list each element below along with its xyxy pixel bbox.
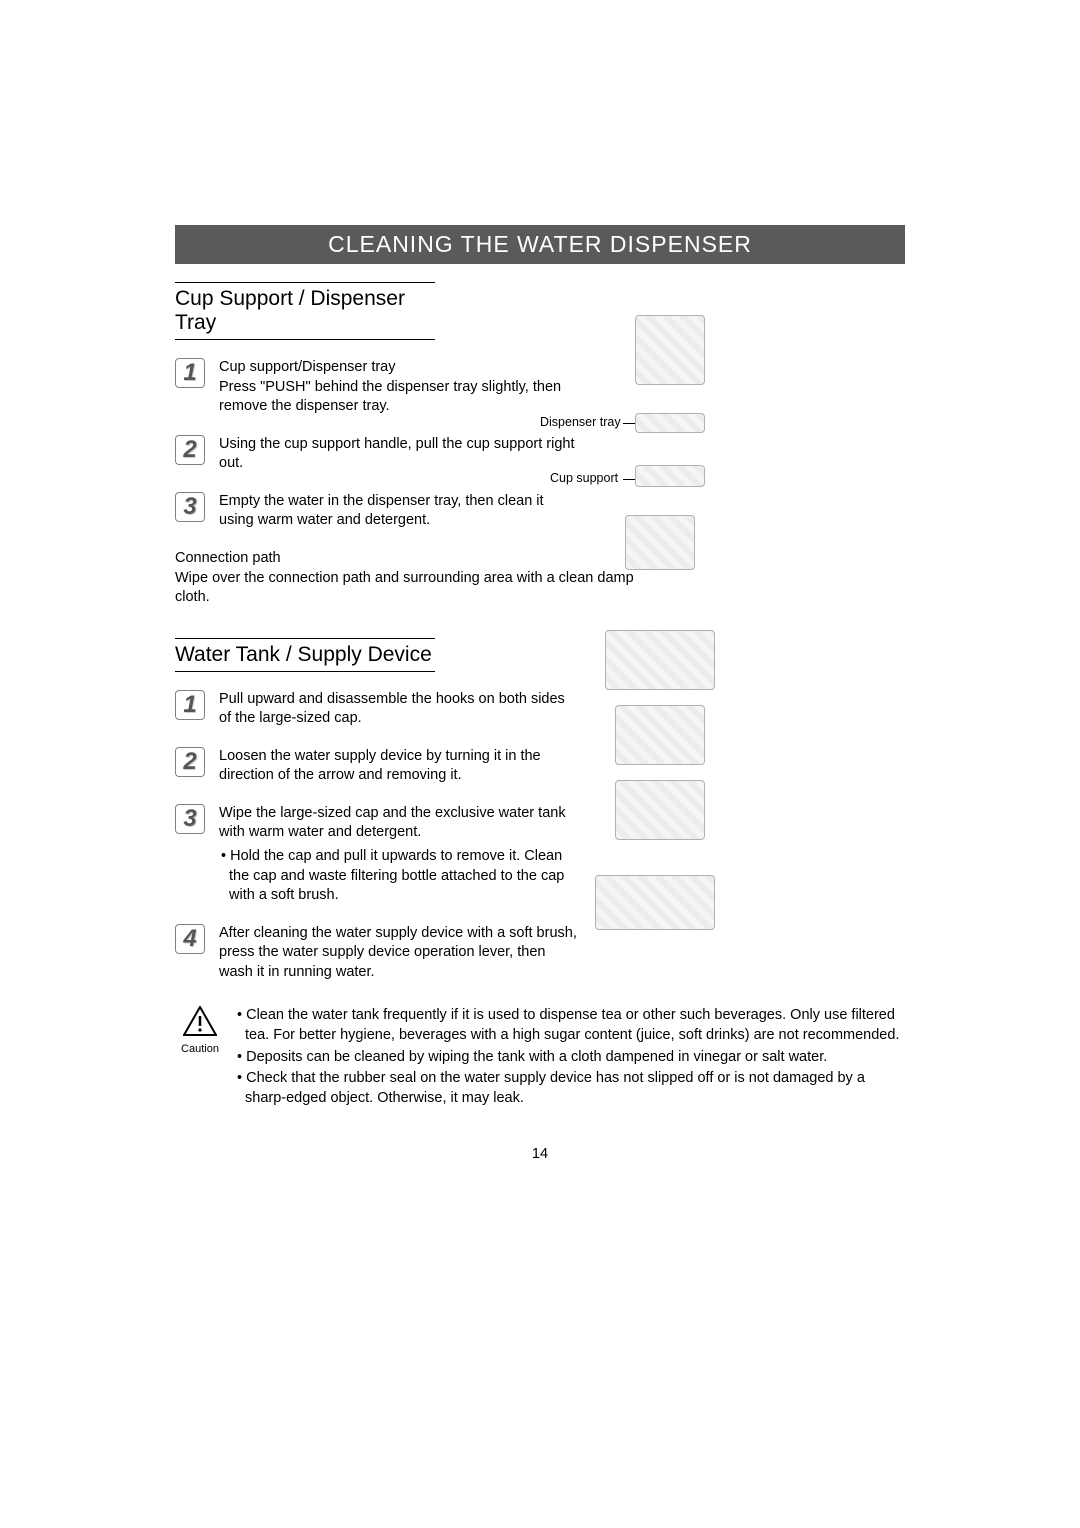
step-number: 1 <box>183 359 196 387</box>
step-number: 3 <box>183 493 196 521</box>
connection-lead: Connection path <box>175 549 655 569</box>
page-title: CLEANING THE WATER DISPENSER <box>175 225 905 264</box>
s1-step2: 2 Using the cup support handle, pull the… <box>175 435 905 474</box>
step-sub-bullet: • Hold the cap and pull it upwards to re… <box>219 847 579 906</box>
step-badge: 3 <box>175 804 205 834</box>
caution-bullet: • Deposits can be cleaned by wiping the … <box>235 1048 905 1068</box>
illus-loosen-device <box>615 705 705 765</box>
illus-cup-support <box>635 465 705 487</box>
s2-step3: 3 Wipe the large-sized cap and the exclu… <box>175 804 905 906</box>
step-body: Wipe the large-sized cap and the exclusi… <box>219 804 579 843</box>
illus-dispenser-tray <box>635 413 705 433</box>
section1-heading: Cup Support / Dispenser Tray <box>175 282 435 340</box>
s1-step1: 1 Cup support/Dispenser tray Press "PUSH… <box>175 358 905 417</box>
step-badge: 1 <box>175 690 205 720</box>
step-number: 3 <box>183 805 196 833</box>
page-number: 14 <box>175 1146 905 1162</box>
step-badge: 2 <box>175 747 205 777</box>
caution-block: Caution • Clean the water tank frequentl… <box>175 1006 905 1110</box>
step-body: Using the cup support handle, pull the c… <box>219 435 579 474</box>
step-badge: 4 <box>175 924 205 954</box>
step-number: 2 <box>183 436 196 464</box>
s2-step2: 2 Loosen the water supply device by turn… <box>175 747 905 786</box>
step-lead: Cup support/Dispenser tray <box>219 358 579 378</box>
connection-path-block: Connection path Wipe over the connection… <box>175 549 655 608</box>
caution-bullet: • Check that the rubber seal on the wate… <box>235 1069 905 1108</box>
illus-connection-path <box>625 515 695 570</box>
step-badge: 3 <box>175 492 205 522</box>
step-number: 4 <box>183 925 196 953</box>
step-number: 1 <box>183 691 196 719</box>
step-body: After cleaning the water supply device w… <box>219 924 579 983</box>
illus-tank-hooks <box>605 630 715 690</box>
s2-step1: 1 Pull upward and disassemble the hooks … <box>175 690 905 729</box>
illus-wash-device <box>595 875 715 930</box>
section2-heading: Water Tank / Supply Device <box>175 638 435 672</box>
step-badge: 2 <box>175 435 205 465</box>
step-number: 2 <box>183 748 196 776</box>
label-line <box>623 479 635 480</box>
s2-step4: 4 After cleaning the water supply device… <box>175 924 905 983</box>
caution-bullet: • Clean the water tank frequently if it … <box>235 1006 905 1045</box>
illus-wipe-cap <box>615 780 705 840</box>
step-body: Pull upward and disassemble the hooks on… <box>219 690 579 729</box>
caution-label: Caution <box>175 1043 225 1055</box>
step-badge: 1 <box>175 358 205 388</box>
connection-body: Wipe over the connection path and surrou… <box>175 569 655 608</box>
warning-icon <box>183 1006 217 1036</box>
step-body: Empty the water in the dispenser tray, t… <box>219 492 579 531</box>
illus-dispenser-front <box>635 315 705 385</box>
label-dispenser-tray: Dispenser tray <box>540 415 621 429</box>
s1-step3: 3 Empty the water in the dispenser tray,… <box>175 492 905 531</box>
label-cup-support: Cup support <box>550 471 618 485</box>
step-body: Press "PUSH" behind the dispenser tray s… <box>219 378 579 417</box>
step-body: Loosen the water supply device by turnin… <box>219 747 579 786</box>
label-line <box>623 423 635 424</box>
